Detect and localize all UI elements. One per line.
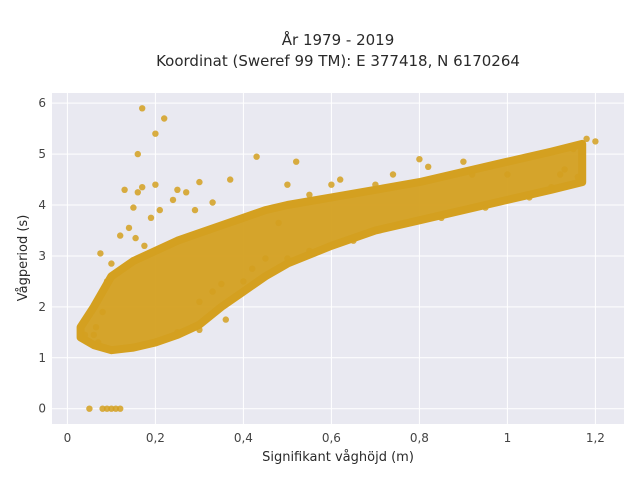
scatter-point	[174, 186, 181, 193]
scatter-point	[592, 138, 599, 145]
y-tick-label: 4	[38, 198, 46, 212]
y-tick-label: 2	[38, 300, 46, 314]
scatter-point	[169, 196, 177, 204]
scatter-point	[196, 326, 203, 333]
scatter-point	[141, 242, 148, 249]
scatter-point	[86, 405, 93, 412]
scatter-point	[97, 250, 104, 257]
scatter-point	[416, 156, 423, 163]
scatter-point	[130, 204, 137, 211]
scatter-point	[253, 153, 260, 160]
scatter-point	[227, 176, 234, 183]
x-tick-label: 0,6	[322, 431, 341, 445]
scatter-point	[196, 178, 203, 186]
scatter-point	[486, 163, 493, 170]
scatter-point	[117, 232, 124, 239]
scatter-point	[526, 153, 533, 160]
scatter-point	[95, 339, 102, 346]
scatter-point	[183, 189, 190, 196]
x-tick-label: 0,2	[146, 431, 165, 445]
scatter-point	[240, 278, 247, 285]
scatter-point	[152, 181, 159, 188]
scatter-point	[526, 194, 533, 201]
scatter-point	[81, 331, 89, 339]
scatter-point	[306, 247, 313, 255]
scatter-point	[425, 163, 432, 170]
scatter-point	[121, 186, 128, 193]
x-tick-label: 1	[504, 431, 512, 445]
scatter-point	[262, 255, 269, 262]
scatter-point	[112, 405, 120, 412]
scatter-point	[191, 206, 199, 214]
scatter-point	[504, 171, 511, 178]
scatter-point	[222, 316, 229, 323]
scatter-point	[139, 105, 146, 112]
scatter-point	[103, 405, 111, 412]
scatter-point	[161, 115, 168, 122]
scatter-point	[438, 214, 445, 221]
chart-subtitle: Koordinat (Sweref 99 TM): E 377418, N 61…	[156, 52, 520, 70]
scatter-point	[174, 329, 181, 336]
y-axis-title: Vågperiod (s)	[16, 215, 31, 302]
scatter-point	[306, 191, 313, 198]
scatter-point	[469, 171, 476, 178]
scatter-point	[394, 222, 401, 229]
y-tick-label: 5	[38, 147, 46, 161]
scatter-point	[134, 150, 141, 158]
data-layer	[76, 105, 599, 412]
scatter-point	[134, 189, 141, 196]
scatter-point	[561, 166, 568, 173]
scatter-point	[574, 173, 581, 181]
scatter-point	[372, 227, 379, 234]
scatter-point	[92, 324, 100, 331]
scatter-point	[196, 298, 203, 305]
y-tick-label: 6	[38, 96, 46, 110]
scatter-point	[337, 176, 344, 183]
scatter-point	[583, 135, 590, 142]
scatter-point	[108, 405, 115, 412]
scatter-point	[389, 171, 397, 178]
scatter-point	[328, 181, 335, 188]
scatter-point	[284, 181, 291, 188]
chart-title: År 1979 - 2019	[282, 30, 395, 49]
scatter-point	[156, 206, 163, 214]
scatter-point	[570, 145, 577, 153]
scatter-point	[209, 288, 216, 295]
scatter-point	[99, 405, 106, 412]
scatter-point	[482, 204, 489, 211]
y-tick-label: 3	[38, 249, 46, 263]
scatter-point	[249, 265, 256, 272]
scatter-point	[125, 224, 133, 232]
y-tick-label: 0	[38, 402, 46, 416]
scatter-point	[117, 405, 124, 412]
scatter-point	[139, 184, 146, 191]
scatter-point	[99, 308, 106, 316]
scatter-point	[275, 219, 282, 227]
scatter-point	[372, 181, 379, 188]
scatter-point	[548, 184, 555, 191]
x-tick-label: 1,2	[586, 431, 605, 445]
scatter-point	[350, 237, 357, 244]
scatter-point	[557, 171, 564, 178]
x-tick-label: 0,4	[234, 431, 253, 445]
scatter-point	[460, 158, 467, 165]
scatter-point	[90, 331, 98, 339]
tick-labels: 0 0,2 0,4 0,6 0,8 1 1,2 0 1 2 3 4 5 6	[38, 96, 605, 445]
scatter-point	[132, 234, 139, 242]
y-tick-label: 1	[38, 351, 46, 365]
scatter-point	[284, 255, 291, 262]
scatter-point	[293, 158, 300, 165]
scatter-point	[103, 278, 111, 285]
scatter-point	[209, 199, 216, 206]
x-tick-label: 0	[64, 431, 72, 445]
x-axis-title: Signifikant våghöjd (m)	[262, 450, 414, 465]
scatter-point	[108, 260, 115, 267]
scatter-point	[152, 130, 159, 137]
scatter-point	[218, 280, 225, 288]
scatter-point	[147, 214, 155, 221]
x-tick-label: 0,8	[410, 431, 429, 445]
